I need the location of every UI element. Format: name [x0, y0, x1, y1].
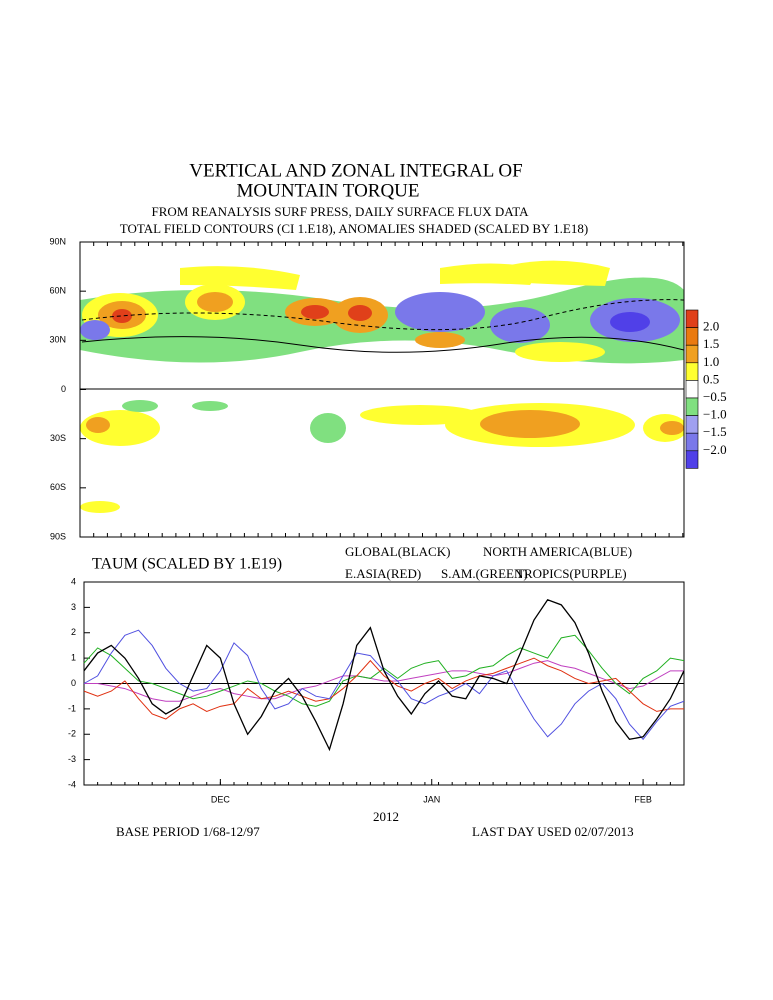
x-tick-label: FEB	[634, 794, 652, 804]
colorbar-label: −0.5	[703, 389, 727, 404]
y-tick-label: 4	[71, 576, 76, 586]
lat-label: 30N	[49, 335, 66, 345]
lat-label: 60N	[49, 286, 66, 296]
colorbar-box	[685, 450, 699, 469]
colorbar-label: −1.0	[703, 407, 727, 422]
colorbar: 2.0 1.5 1.0 0.5 −0.5 −1.0 −1.5 −2.0	[685, 309, 727, 469]
x-label: 2012	[373, 809, 399, 824]
lat-label: 90N	[49, 236, 66, 246]
title-line: MOUNTAIN TORQUE	[236, 180, 419, 201]
chart-title: TAUM (SCALED BY 1.E19)	[92, 556, 282, 573]
colorbar-box	[685, 327, 699, 346]
colorbar-box	[685, 380, 699, 399]
legend-entry: NORTH AMERICA(BLUE)	[483, 544, 632, 559]
x-tick-label: JAN	[423, 794, 440, 804]
map-shading	[80, 260, 684, 513]
x-tick-label: DEC	[211, 794, 231, 804]
colorbar-box	[685, 309, 699, 328]
series-line	[83, 657, 684, 720]
lat-label: 60S	[50, 482, 66, 492]
y-tick-label: 3	[71, 602, 76, 612]
y-tick-label: -3	[68, 754, 76, 764]
y-tick-label: 2	[71, 627, 76, 637]
colorbar-box	[685, 397, 699, 416]
colorbar-label: 1.0	[703, 354, 719, 369]
legend-entry: TROPICS(PURPLE)	[516, 566, 627, 581]
colorbar-box	[685, 344, 699, 364]
series-line	[83, 598, 685, 752]
colorbar-box	[685, 432, 699, 452]
legend-entry: S.AM.(GREEN)	[441, 566, 528, 581]
lat-label: 30S	[50, 433, 66, 443]
colorbar-label: 1.5	[703, 336, 719, 351]
colorbar-label: −1.5	[703, 424, 727, 439]
legend: GLOBAL(BLACK) NORTH AMERICA(BLUE) E.ASIA(R…	[345, 544, 632, 581]
y-tick-label: -1	[68, 703, 76, 713]
colorbar-label: −2.0	[703, 442, 727, 457]
colorbar-label: 2.0	[703, 319, 719, 334]
y-tick-label: -2	[68, 729, 76, 739]
colorbar-box	[685, 362, 699, 381]
y-tick-label: 0	[71, 678, 76, 688]
plot: 4 3 2 1 0 -1 -2 -3 -4 DEC JAN FEB	[68, 576, 685, 804]
y-tick-label: 1	[71, 653, 76, 663]
footer-right: LAST DAY USED 02/07/2013	[472, 824, 634, 839]
colorbar-box	[685, 415, 699, 434]
colorbar-label: 0.5	[703, 371, 719, 386]
legend-entry: E.ASIA(RED)	[345, 566, 421, 581]
lat-label: 0	[61, 384, 66, 394]
footer-left: BASE PERIOD 1/68-12/97	[116, 824, 260, 839]
legend-entry: GLOBAL(BLACK)	[345, 544, 450, 559]
lat-label: 90S	[50, 531, 66, 541]
series-line	[83, 629, 685, 741]
series-line	[84, 660, 684, 702]
subtitle-line: TOTAL FIELD CONTOURS (CI 1.E18), ANOMALI…	[120, 221, 588, 236]
lat-labels: 90N 60N 30N 0 30S 60S 90S	[49, 236, 684, 541]
y-tick-label: -4	[68, 779, 76, 789]
title-line: VERTICAL AND ZONAL INTEGRAL OF	[189, 160, 522, 181]
subtitle-line: FROM REANALYSIS SURF PRESS, DAILY SURFAC…	[151, 204, 529, 219]
